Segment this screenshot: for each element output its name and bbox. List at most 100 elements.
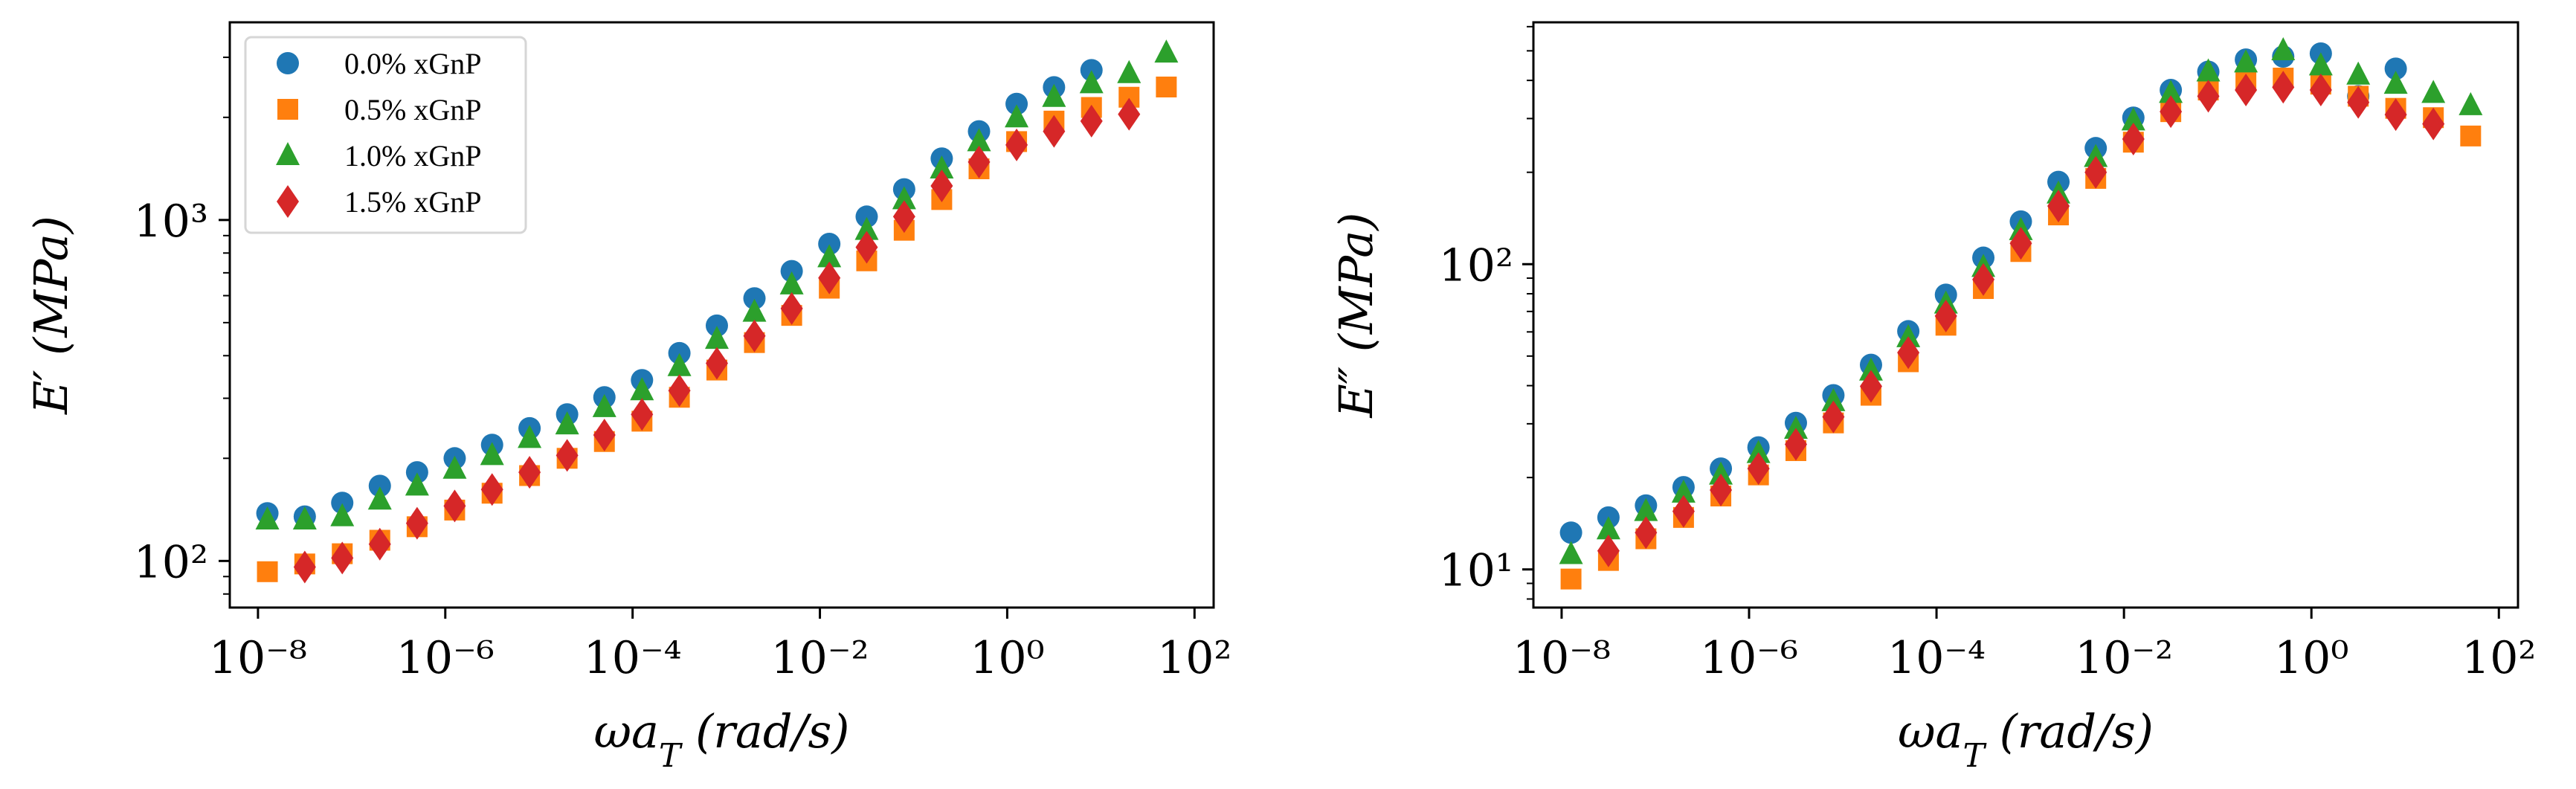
loss-modulus-chart: 10⁻⁸ 10⁻⁶ 10⁻⁴ 10⁻² 10⁰ 10² 10¹ 10² ωaT (rad/s) E… [1329,21,2536,775]
data-point [2196,58,2221,82]
data-point [2309,74,2332,107]
x-tick-label: 10⁰ [970,632,1044,684]
data-point [1858,357,1883,381]
legend-marker [277,185,299,218]
data-point [1154,39,1179,63]
data-point [667,352,692,376]
data-point [2235,74,2258,107]
data-point [2159,80,2183,103]
axes-frame [228,21,1215,609]
legend-square-icon [277,99,298,120]
legend-circle-icon [277,52,299,74]
data-point [556,439,579,472]
data-point [630,377,654,401]
data-point [2346,61,2371,85]
data-point [780,292,803,325]
legend-marker [276,142,300,165]
legend-marker [277,52,299,74]
data-point [2347,86,2370,119]
data-point [1079,70,1104,94]
data-point [1005,92,1028,115]
data-point [1746,439,1771,463]
legend-label: 1.5% xGnP [344,185,481,219]
data-point [1080,104,1103,138]
data-point [780,260,803,283]
data-point [1559,521,1582,544]
data-point [704,326,729,350]
y-tick-label: 10³ [134,196,208,248]
data-point [1972,263,1995,296]
data-point [2122,122,2145,155]
data-points [1559,36,2483,590]
data-point [331,541,354,575]
data-point [930,155,954,178]
data-point [855,205,878,228]
data-point [2197,80,2220,113]
data-point [405,472,429,496]
data-point [1710,473,1733,506]
data-point [2047,190,2070,223]
data-point [855,231,878,264]
x-tick-label: 10² [2461,632,2536,684]
data-point [2459,91,2483,115]
data-point [743,319,766,352]
data-point [368,474,391,497]
x-tick-label: 10⁻⁴ [1887,632,1986,684]
data-point [854,216,879,240]
data-point [1635,516,1658,550]
data-point [1559,541,1583,564]
legend-box [244,36,527,234]
data-point [592,393,616,417]
legend-label: 0.0% xGnP [344,47,481,80]
x-tick-label: 10⁻⁶ [1700,632,1798,684]
data-point [480,442,504,466]
series-triangle [1559,36,2483,564]
series-triangle [255,39,1179,530]
data-point [1859,370,1882,403]
legend: 0.0% xGnP 0.5% xGnP 1.0% xGnP 1.5% xGnP [244,36,527,234]
legend-label: 1.0% xGnP [344,139,481,173]
data-point [292,506,317,530]
y-tick-label: 10¹ [1439,545,1513,597]
data-point [1005,128,1028,161]
data-point [443,489,466,523]
data-point [1934,300,1957,333]
data-point [518,456,541,489]
data-point [2160,95,2183,129]
data-point [1822,400,1845,434]
data-point [2009,227,2032,260]
x-tick-label: 10⁻⁶ [396,632,495,684]
data-point [1897,336,1920,370]
series-diamond [1597,71,2445,567]
data-point [255,506,280,530]
data-point [743,287,766,310]
data-point [2308,52,2333,76]
data-point [1043,115,1066,148]
data-point [1080,59,1103,82]
data-point [2272,71,2295,104]
data-point [2084,155,2108,189]
data-point [480,473,503,506]
data-point [2121,107,2145,131]
data-point [1783,416,1808,439]
data-point [2421,80,2446,103]
x-tick-label: 10⁻⁸ [209,632,307,684]
data-point [368,527,391,561]
data-point [2234,49,2258,73]
data-point [892,186,916,210]
legend-label: 0.5% xGnP [344,93,481,126]
data-point [2271,36,2296,60]
data-point [967,128,991,152]
data-point [2460,125,2482,146]
data-point [1005,104,1029,128]
data-point [257,561,278,582]
y-axis-label: E″ (MPa) [1329,213,1383,419]
data-point [1896,323,1921,347]
y-tick-label: 10² [134,536,208,588]
data-point [1118,97,1141,131]
y-axis-label: E′ (MPa) [24,216,78,415]
data-point [1784,428,1807,461]
data-point [1671,479,1696,503]
data-points [255,39,1179,584]
